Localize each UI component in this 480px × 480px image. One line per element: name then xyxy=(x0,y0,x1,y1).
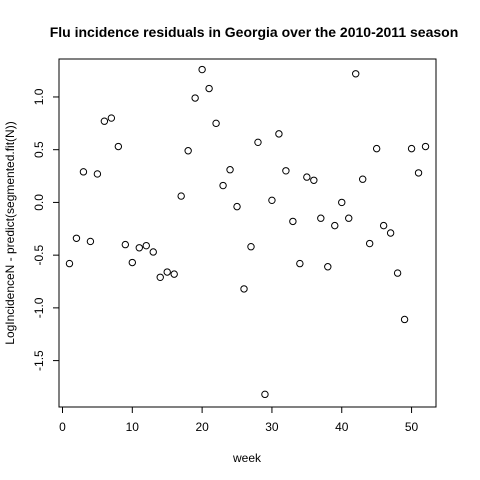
x-tick-label: 30 xyxy=(265,420,279,434)
data-point xyxy=(79,168,88,176)
data-point xyxy=(142,241,150,250)
data-point xyxy=(358,175,367,183)
data-point xyxy=(365,239,374,248)
data-point xyxy=(184,147,192,155)
data-point xyxy=(303,173,311,181)
x-tick-label: 20 xyxy=(195,420,209,434)
y-tick-label: 1.0 xyxy=(32,88,46,105)
data-point xyxy=(338,198,346,207)
data-point xyxy=(268,196,276,205)
data-point xyxy=(156,273,164,281)
x-tick-label: 40 xyxy=(335,420,349,434)
y-axis-label: LogIncidenceN - predict(segmented.fit(N)… xyxy=(3,121,17,344)
data-point xyxy=(275,130,283,138)
x-tick-label: 50 xyxy=(405,420,419,434)
data-point xyxy=(93,170,102,178)
data-point xyxy=(310,176,318,184)
data-point xyxy=(149,248,157,256)
x-tick-label: 0 xyxy=(59,420,66,434)
y-tick-label: -1.5 xyxy=(32,350,46,371)
data-point xyxy=(72,234,81,242)
data-point xyxy=(414,169,423,177)
data-point xyxy=(240,285,248,293)
data-point xyxy=(128,258,137,267)
y-tick-label: -1.0 xyxy=(32,297,46,318)
data-point xyxy=(372,144,381,153)
data-point xyxy=(289,217,297,226)
data-point xyxy=(226,166,234,174)
data-point xyxy=(247,243,255,251)
data-point xyxy=(65,259,74,268)
data-point xyxy=(331,221,339,230)
x-axis-label: week xyxy=(232,451,262,465)
data-point xyxy=(386,229,395,237)
data-point xyxy=(400,315,409,324)
data-point xyxy=(407,144,416,153)
data-point xyxy=(233,202,241,211)
data-point xyxy=(86,237,95,246)
data-point xyxy=(177,192,185,200)
data-point xyxy=(421,142,430,151)
data-point xyxy=(121,240,130,249)
data-points xyxy=(65,65,430,399)
data-point xyxy=(282,167,290,175)
data-point xyxy=(379,221,388,230)
data-point xyxy=(163,268,171,276)
y-tick-label: -0.5 xyxy=(32,244,46,265)
data-point xyxy=(296,259,304,268)
chart-title: Flu incidence residuals in Georgia over … xyxy=(50,24,459,40)
data-point xyxy=(114,142,123,151)
y-tick-label: 0.0 xyxy=(32,194,46,211)
data-point xyxy=(100,117,109,125)
y-tick-label: 0.5 xyxy=(32,141,46,158)
data-point xyxy=(317,214,325,222)
data-point xyxy=(345,214,353,222)
data-point xyxy=(135,244,143,252)
data-point xyxy=(191,94,199,102)
data-point xyxy=(393,269,402,277)
x-tick-label: 10 xyxy=(126,420,140,434)
data-point xyxy=(170,270,178,278)
data-point xyxy=(219,181,227,190)
data-point xyxy=(212,119,220,128)
data-point xyxy=(205,84,213,93)
data-point xyxy=(352,70,360,78)
plot-frame xyxy=(58,58,437,408)
data-point xyxy=(254,138,262,147)
data-point xyxy=(324,263,332,271)
x-axis: 0 10 20 30 40 50 xyxy=(59,406,419,434)
data-point xyxy=(107,114,116,122)
data-point xyxy=(261,390,269,399)
data-point xyxy=(198,65,206,74)
y-axis: -1.5 -1.0 -0.5 0.0 0.5 1.0 xyxy=(32,88,60,371)
